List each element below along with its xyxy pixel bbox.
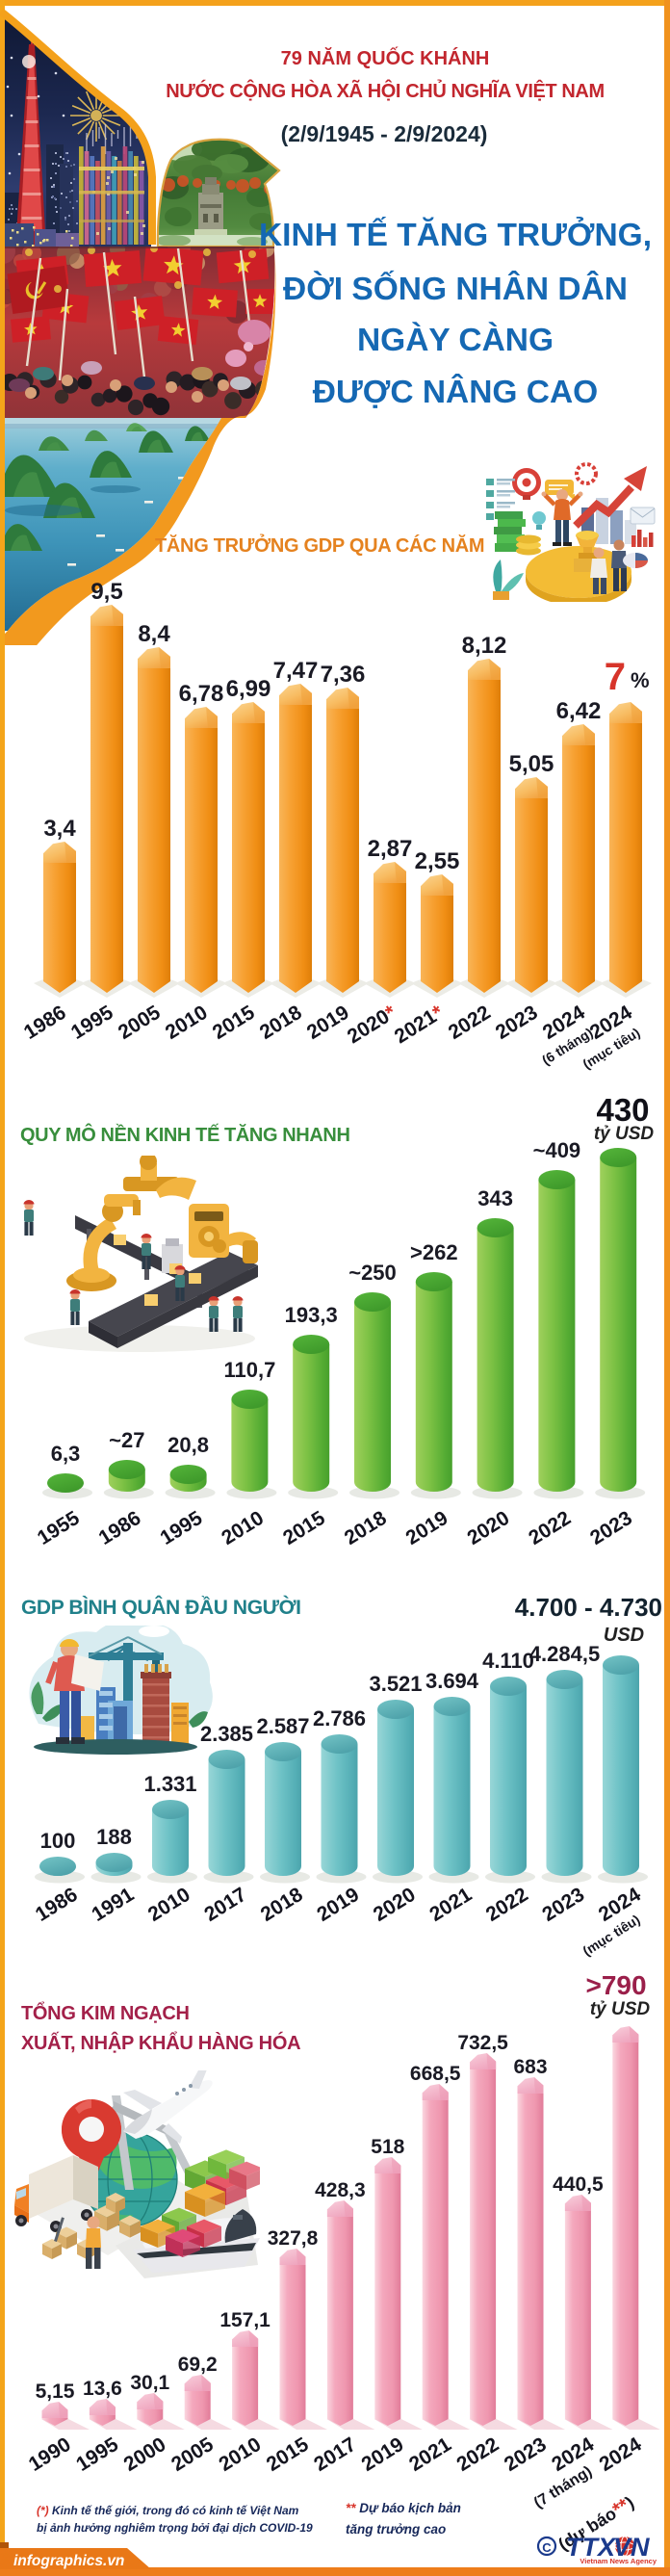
svg-text:5,05: 5,05 — [509, 751, 554, 777]
svg-text:1.331: 1.331 — [143, 1772, 196, 1796]
svg-text:2010: 2010 — [162, 1002, 212, 1044]
svg-text:3.694: 3.694 — [425, 1669, 479, 1693]
svg-text:7,47: 7,47 — [273, 658, 319, 684]
svg-text:2018: 2018 — [256, 1002, 306, 1044]
svg-text:1990: 1990 — [25, 2433, 75, 2476]
svg-text:1995: 1995 — [72, 2433, 122, 2476]
svg-text:20,8: 20,8 — [168, 1433, 209, 1457]
svg-text:2023: 2023 — [586, 1507, 636, 1549]
svg-text:2010: 2010 — [215, 2433, 265, 2476]
svg-text:infographics.vn: infographics.vn — [13, 2553, 124, 2569]
svg-text:343: 343 — [477, 1186, 513, 1210]
svg-text:2021*: 2021* — [391, 1001, 448, 1048]
svg-text:2005: 2005 — [115, 1002, 165, 1044]
svg-text:2.385: 2.385 — [200, 1722, 253, 1746]
svg-text:2000: 2000 — [120, 2433, 170, 2476]
svg-text:188: 188 — [96, 1825, 132, 1849]
svg-text:732,5: 732,5 — [457, 2032, 508, 2054]
svg-text:2010: 2010 — [144, 1884, 194, 1926]
svg-text:2005: 2005 — [168, 2433, 218, 2476]
svg-text:2020: 2020 — [463, 1507, 513, 1549]
svg-text:3,4: 3,4 — [43, 816, 76, 842]
svg-text:1995: 1995 — [156, 1507, 206, 1549]
svg-text:%: % — [631, 668, 650, 692]
svg-text:1986: 1986 — [32, 1884, 82, 1926]
svg-text:4.110: 4.110 — [482, 1649, 534, 1673]
svg-text:2017: 2017 — [200, 1884, 250, 1926]
svg-text:2024: 2024 — [548, 2433, 598, 2476]
svg-text:2019: 2019 — [358, 2433, 408, 2476]
svg-text:13,6: 13,6 — [83, 2378, 122, 2400]
svg-text:2019: 2019 — [402, 1507, 452, 1549]
svg-text:2.587: 2.587 — [256, 1714, 309, 1738]
svg-text:C: C — [542, 2540, 552, 2555]
svg-text:2021: 2021 — [425, 1884, 476, 1926]
svg-text:7,36: 7,36 — [321, 662, 366, 688]
svg-text:2022: 2022 — [482, 1884, 532, 1926]
svg-text:6,99: 6,99 — [226, 676, 271, 702]
svg-text:69,2: 69,2 — [178, 2354, 218, 2376]
svg-text:1986: 1986 — [95, 1507, 145, 1549]
svg-text:2,55: 2,55 — [415, 848, 460, 874]
svg-text:2023: 2023 — [492, 1002, 542, 1044]
svg-text:Vietnam News Agency: Vietnam News Agency — [580, 2557, 657, 2565]
svg-text:>262: >262 — [410, 1240, 458, 1264]
svg-text:2019: 2019 — [313, 1884, 363, 1926]
svg-text:6,42: 6,42 — [556, 698, 602, 724]
svg-text:7: 7 — [605, 656, 626, 698]
svg-text:2010: 2010 — [218, 1507, 268, 1549]
svg-text:30,1: 30,1 — [130, 2372, 169, 2394]
svg-text:2022: 2022 — [525, 1507, 575, 1549]
svg-text:TTXVN: TTXVN — [566, 2533, 650, 2562]
svg-text:2.786: 2.786 — [313, 1706, 366, 1730]
svg-text:2020: 2020 — [370, 1884, 420, 1926]
svg-text:157,1: 157,1 — [219, 2309, 271, 2331]
svg-text:110,7: 110,7 — [223, 1358, 275, 1382]
svg-text:1986: 1986 — [20, 1002, 70, 1044]
svg-text:2023: 2023 — [501, 2433, 551, 2476]
svg-text:6,78: 6,78 — [179, 681, 224, 707]
svg-text:2,87: 2,87 — [368, 836, 413, 862]
svg-text:2019: 2019 — [303, 1002, 353, 1044]
svg-text:~27: ~27 — [109, 1428, 144, 1452]
svg-text:1955: 1955 — [34, 1507, 84, 1549]
svg-text:2020*: 2020* — [344, 1001, 400, 1048]
svg-text:683: 683 — [513, 2056, 547, 2078]
svg-text:~250: ~250 — [348, 1261, 397, 1285]
svg-text:1991: 1991 — [88, 1884, 138, 1926]
svg-text:518: 518 — [371, 2136, 404, 2158]
svg-text:2024: 2024 — [596, 2433, 646, 2476]
svg-text:2023: 2023 — [538, 1884, 588, 1926]
svg-text:5,15: 5,15 — [36, 2381, 75, 2403]
svg-text:4.284,5: 4.284,5 — [529, 1642, 600, 1666]
svg-text:2015: 2015 — [209, 1002, 259, 1044]
svg-text:668,5: 668,5 — [410, 2063, 461, 2085]
svg-text:8,12: 8,12 — [462, 633, 507, 659]
svg-text:6,3: 6,3 — [51, 1442, 81, 1466]
svg-text:2022: 2022 — [445, 1002, 495, 1044]
svg-text:428,3: 428,3 — [315, 2179, 366, 2201]
svg-text:440,5: 440,5 — [553, 2173, 604, 2196]
svg-text:1995: 1995 — [67, 1002, 117, 1044]
svg-text:100: 100 — [40, 1829, 76, 1853]
svg-text:2015: 2015 — [263, 2433, 313, 2476]
svg-text:327,8: 327,8 — [268, 2227, 319, 2250]
svg-text:2022: 2022 — [452, 2433, 502, 2476]
svg-text:2017: 2017 — [310, 2433, 360, 2476]
svg-text:2018: 2018 — [257, 1884, 307, 1926]
svg-text:2021: 2021 — [405, 2433, 455, 2476]
svg-text:8,4: 8,4 — [138, 621, 170, 647]
svg-text:~409: ~409 — [533, 1138, 581, 1162]
svg-text:193,3: 193,3 — [285, 1303, 338, 1327]
svg-text:2015: 2015 — [279, 1507, 329, 1549]
svg-text:3.521: 3.521 — [369, 1672, 422, 1696]
svg-text:9,5: 9,5 — [90, 579, 122, 605]
svg-text:2018: 2018 — [341, 1507, 391, 1549]
